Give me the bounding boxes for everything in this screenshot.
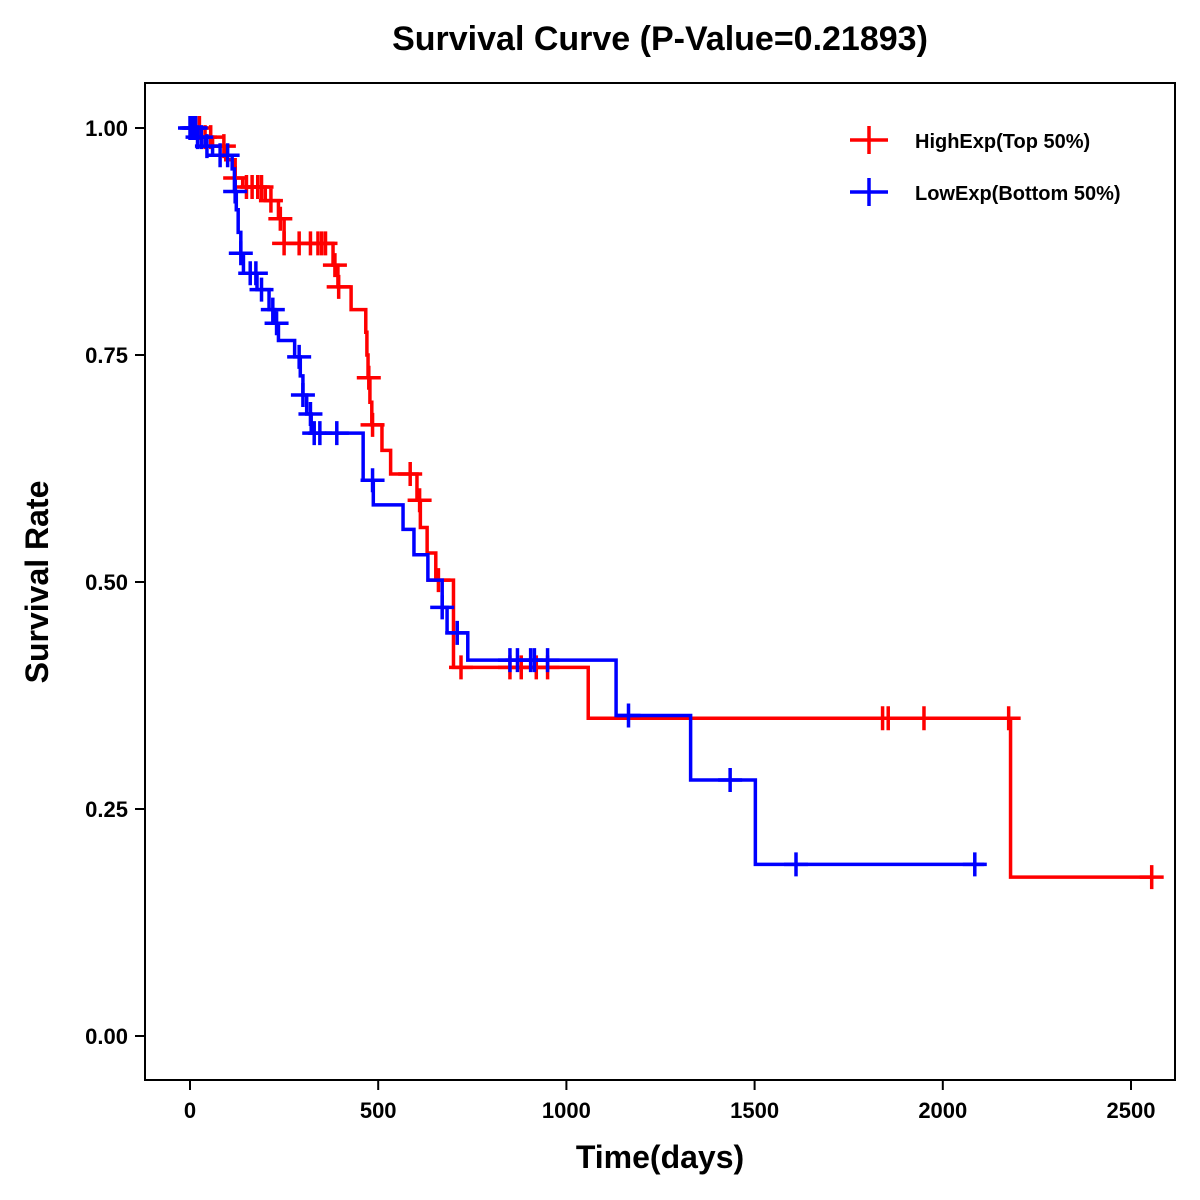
y-tick-label: 0.50 [85, 570, 128, 595]
censor-mark [911, 706, 936, 731]
censor-mark [194, 134, 219, 159]
y-tick-label: 0.25 [85, 797, 128, 822]
censor-mark [298, 402, 323, 427]
censor-mark [223, 179, 248, 204]
censor-mark [249, 277, 274, 302]
x-axis-label: Time(days) [576, 1139, 744, 1175]
censor-mark [876, 706, 901, 731]
censor-mark [243, 261, 268, 286]
y-axis-label: Survival Rate [19, 481, 55, 684]
censor-mark [398, 461, 423, 486]
censor-mark [215, 143, 240, 168]
censor-mark [360, 412, 385, 437]
y-tick-label: 0.75 [85, 343, 128, 368]
censor-mark [535, 648, 560, 673]
censor-mark [996, 706, 1021, 731]
censor-mark [287, 344, 312, 369]
censor-mark [264, 311, 289, 336]
censor-mark [360, 468, 385, 493]
censor-mark [356, 365, 381, 390]
x-tick-label: 1000 [542, 1098, 591, 1123]
censor-mark [290, 382, 315, 407]
censor-mark [260, 297, 285, 322]
x-tick-label: 2500 [1107, 1098, 1156, 1123]
censor-mark [430, 595, 455, 620]
survival-curve-0 [190, 126, 1152, 879]
censor-mark [616, 703, 641, 728]
chart-title: Survival Curve (P-Value=0.21893) [392, 20, 928, 58]
censor-mark [445, 620, 470, 645]
censor-mark [407, 488, 432, 513]
censor-mark [228, 241, 253, 266]
censor-mark [326, 274, 351, 299]
y-tick-label: 0.00 [85, 1024, 128, 1049]
censor-mark [1139, 865, 1164, 890]
censor-mark [249, 175, 274, 200]
censor-mark [962, 852, 987, 877]
x-tick-label: 1500 [730, 1098, 779, 1123]
legend-marker-1 [850, 178, 888, 206]
censor-mark [322, 253, 347, 278]
x-tick-label: 500 [360, 1098, 397, 1123]
censor-mark [324, 421, 349, 446]
legend-label-0: HighExp(Top 50%) [915, 131, 1090, 153]
legend-marker-0 [850, 126, 888, 154]
censor-mark [313, 231, 338, 256]
censor-mark [718, 767, 743, 792]
legend: HighExp(Top 50%) LowExp(Bottom 50%) [850, 126, 1121, 206]
censor-mark [449, 655, 474, 680]
censor-mark [784, 852, 809, 877]
censor-mark [258, 188, 283, 213]
censor-mark [268, 206, 293, 231]
legend-label-1: LowExp(Bottom 50%) [915, 183, 1121, 205]
x-tick-label: 2000 [918, 1098, 967, 1123]
x-tick-label: 0 [184, 1098, 196, 1123]
y-tick-label: 1.00 [85, 116, 128, 141]
